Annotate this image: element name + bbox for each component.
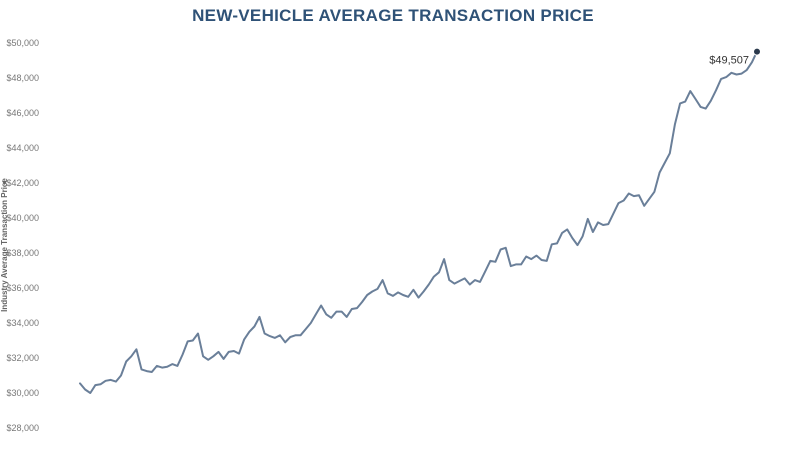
y-tick-label: $34,000 xyxy=(6,318,39,328)
last-point-marker[interactable] xyxy=(753,47,761,56)
y-tick-label: $28,000 xyxy=(6,423,39,433)
annotation-group: $49,507 xyxy=(709,47,761,67)
y-tick-label: $36,000 xyxy=(6,283,39,293)
y-tick-label: $42,000 xyxy=(6,178,39,188)
chart-title: NEW-VEHICLE AVERAGE TRANSACTION PRICE xyxy=(192,6,594,25)
y-tick-label: $38,000 xyxy=(6,248,39,258)
y-tick-label: $44,000 xyxy=(6,143,39,153)
series-group xyxy=(79,50,758,394)
sort-icon[interactable] xyxy=(2,181,7,185)
y-axis-ticks: $28,000 $30,000 $32,000 $34,000 $36,000 $38,0… xyxy=(6,38,39,433)
y-tick-label: $48,000 xyxy=(6,73,39,83)
y-tick-label: $46,000 xyxy=(6,108,39,118)
y-tick-label: $40,000 xyxy=(6,213,39,223)
last-value-label: $49,507 xyxy=(709,55,749,67)
series-line[interactable] xyxy=(79,50,758,394)
y-tick-label: $30,000 xyxy=(6,388,39,398)
y-axis-label: Industry Average Transaction Price xyxy=(0,178,9,312)
y-tick-label: $32,000 xyxy=(6,353,39,363)
y-tick-label: $50,000 xyxy=(6,38,39,48)
